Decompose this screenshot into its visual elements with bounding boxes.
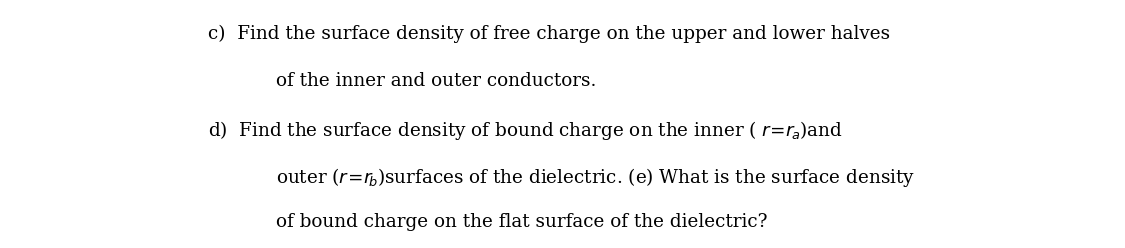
Text: d)  Find the surface density of bound charge on the inner ( $r\!=\!r_{\!a}$)and: d) Find the surface density of bound cha… [208, 119, 843, 142]
Text: outer ($r\!=\!r_{\!b}$)surfaces of the dielectric. (e) What is the surface densi: outer ($r\!=\!r_{\!b}$)surfaces of the d… [276, 166, 915, 189]
Text: of bound charge on the flat surface of the dielectric?: of bound charge on the flat surface of t… [276, 213, 767, 231]
Text: c)  Find the surface density of free charge on the upper and lower halves: c) Find the surface density of free char… [208, 25, 890, 43]
Text: of the inner and outer conductors.: of the inner and outer conductors. [276, 72, 596, 90]
